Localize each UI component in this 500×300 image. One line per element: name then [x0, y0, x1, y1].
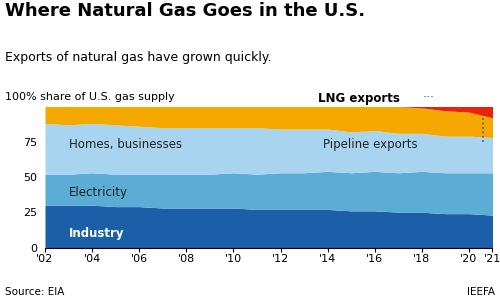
Text: Exports of natural gas have grown quickly.: Exports of natural gas have grown quickl…	[5, 51, 272, 64]
Text: Where Natural Gas Goes in the U.S.: Where Natural Gas Goes in the U.S.	[5, 2, 365, 20]
Text: Source: EIA: Source: EIA	[5, 287, 64, 297]
Text: Homes, businesses: Homes, businesses	[68, 138, 182, 151]
Text: LNG exports: LNG exports	[318, 92, 400, 104]
Text: Electricity: Electricity	[68, 186, 128, 199]
Text: Pipeline exports: Pipeline exports	[323, 138, 418, 151]
Text: IEEFA: IEEFA	[467, 287, 495, 297]
Text: ···: ···	[422, 92, 434, 104]
Text: 100% share of U.S. gas supply: 100% share of U.S. gas supply	[5, 92, 175, 101]
Text: Industry: Industry	[68, 227, 124, 240]
